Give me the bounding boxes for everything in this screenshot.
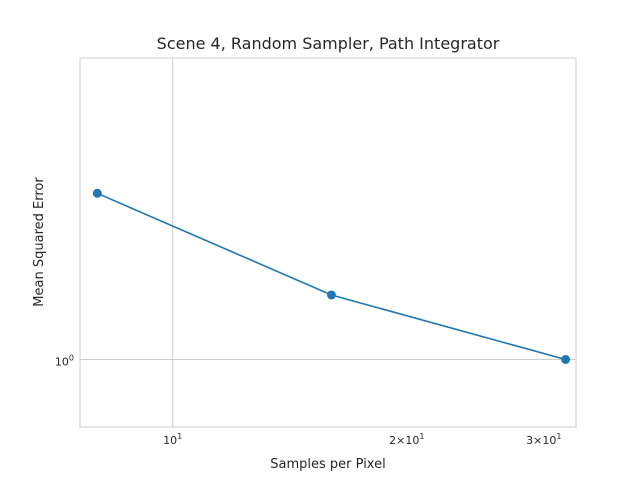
grid-lines (80, 58, 576, 427)
x-tick-label: 2×101 (389, 432, 424, 447)
series-layer (92, 188, 571, 364)
data-point (561, 354, 571, 364)
chart-title: Scene 4, Random Sampler, Path Integrator (157, 34, 500, 53)
x-tick-label: 3×101 (526, 432, 561, 447)
x-tick-labels: 101 2×101 3×101 (163, 432, 561, 447)
data-point (92, 188, 102, 198)
x-axis-label: Samples per Pixel (270, 457, 385, 472)
data-point (326, 290, 336, 300)
x-tick-label: 101 (163, 432, 182, 447)
y-axis-label: Mean Squared Error (32, 177, 47, 307)
plot-area-frame (79, 57, 577, 428)
y-tick-labels: 100 (55, 353, 74, 368)
y-tick-label: 100 (55, 353, 74, 368)
